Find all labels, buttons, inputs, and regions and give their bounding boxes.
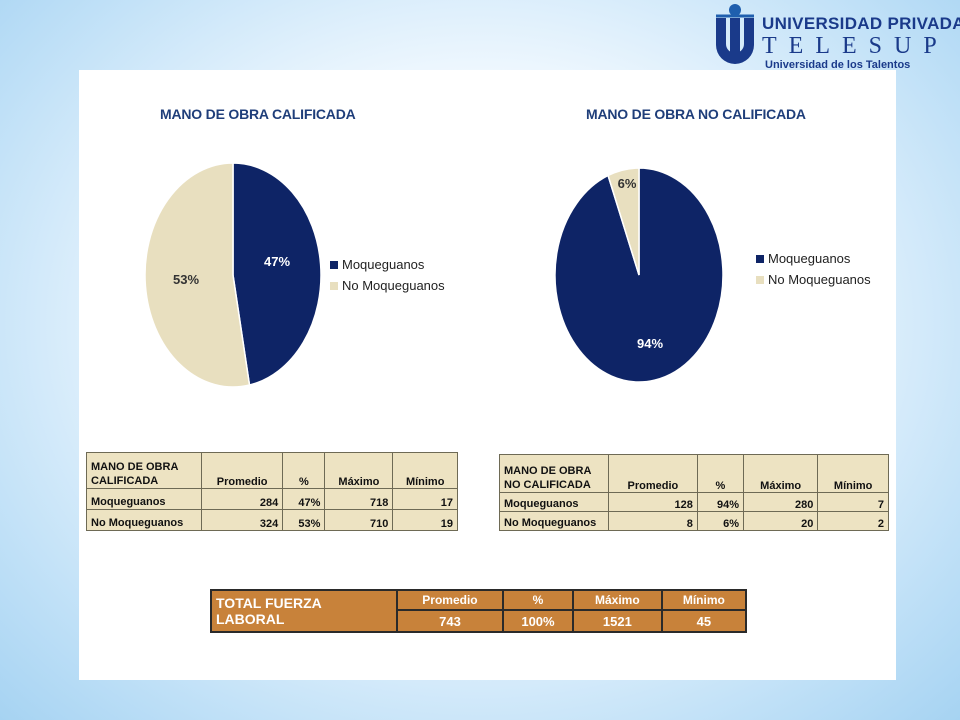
total-value: 45 [660, 609, 748, 633]
table-row: Moqueguanos 128 94% 280 7 [499, 492, 889, 512]
legend-swatch [330, 260, 338, 269]
legend-label: Moqueguanos [342, 257, 425, 272]
table-cell: 8 [608, 511, 698, 531]
total-value: 100% [501, 609, 575, 633]
row-label: Moqueguanos [86, 488, 202, 510]
pie-data-label: 6% [618, 176, 637, 191]
table-cell: 7 [817, 492, 889, 512]
legend-swatch [756, 254, 764, 263]
legend-item: Moqueguanos [330, 254, 445, 275]
table-cell: 280 [742, 492, 819, 512]
table-cell: 128 [608, 492, 698, 512]
logo-line-1: UNIVERSIDAD PRIVADA [762, 14, 960, 33]
table-header: Mínimo [817, 454, 889, 493]
table-header: Máximo [742, 454, 819, 493]
total-value: 743 [396, 609, 504, 633]
table-title-cell: MANO DE OBRA NO CALIFICADA [499, 454, 609, 493]
pie-slice-no-moqueguanos [144, 162, 251, 388]
table-header: Promedio [608, 454, 698, 493]
pie-data-label: 47% [264, 254, 290, 269]
table-header: Máximo [324, 452, 394, 489]
total-header: % [501, 589, 575, 611]
table-title-cell: MANO DE OBRA CALIFICADA [86, 452, 202, 489]
total-header: Mínimo [660, 589, 748, 611]
table-row: No Moqueguanos 8 6% 20 2 [499, 511, 889, 531]
chart-1-legend: Moqueguanos No Moqueguanos [330, 254, 445, 296]
table-header: Mínimo [392, 452, 458, 489]
legend-item: Moqueguanos [756, 248, 871, 269]
table-header: Promedio [200, 452, 284, 489]
total-label: TOTAL FUERZA LABORAL [210, 589, 398, 633]
slide-content: MANO DE OBRA CALIFICADA 47% 53% Moqueguan… [79, 70, 896, 680]
table-cell: 17 [392, 488, 458, 510]
chart-2-legend: Moqueguanos No Moqueguanos [756, 248, 871, 290]
table-cell: 94% [696, 492, 745, 512]
table-cell: 53% [282, 509, 326, 531]
table-row: Moqueguanos 284 47% 718 17 [86, 488, 458, 510]
legend-swatch [330, 281, 338, 290]
total-value: 1521 [572, 609, 663, 633]
chart-2-title: MANO DE OBRA NO CALIFICADA [586, 106, 806, 122]
total-header: Promedio [396, 589, 504, 611]
table-total-fuerza-laboral: TOTAL FUERZA LABORAL Promedio % Máximo M… [210, 589, 748, 633]
row-label: No Moqueguanos [499, 511, 609, 531]
university-logo: UNIVERSIDAD PRIVADA TELESUP Universidad … [712, 2, 960, 71]
table-row: No Moqueguanos 324 53% 710 19 [86, 509, 458, 531]
table-cell: 2 [817, 511, 889, 531]
chart-1-title: MANO DE OBRA CALIFICADA [160, 106, 356, 122]
logo-line-2: TELESUP [762, 33, 949, 59]
table-cell: 6% [696, 511, 745, 531]
total-header: Máximo [572, 589, 663, 611]
row-label: No Moqueguanos [86, 509, 202, 531]
pie-data-label: 53% [173, 272, 199, 287]
table-no-calificada: MANO DE OBRA NO CALIFICADA Promedio % Má… [499, 454, 889, 531]
legend-label: No Moqueguanos [342, 278, 445, 293]
table-cell: 19 [392, 509, 458, 531]
pie-slice-no-moqueguanos [607, 167, 640, 276]
table-header: % [696, 454, 745, 493]
pie-chart-no-calificada: 94% 6% [554, 167, 724, 383]
table-cell: 20 [742, 511, 819, 531]
logo-line-3: Universidad de los Talentos [765, 59, 911, 71]
table-calificada: MANO DE OBRA CALIFICADA Promedio % Máxim… [86, 452, 458, 531]
legend-swatch [756, 275, 764, 284]
table-cell: 710 [324, 509, 394, 531]
pie-data-label: 94% [637, 336, 663, 351]
table-cell: 718 [324, 488, 394, 510]
table-cell: 324 [200, 509, 284, 531]
table-cell: 284 [200, 488, 284, 510]
pie-slice-moqueguanos [232, 162, 322, 386]
legend-label: No Moqueguanos [768, 272, 871, 287]
table-cell: 47% [282, 488, 326, 510]
row-label: Moqueguanos [499, 492, 609, 512]
legend-item: No Moqueguanos [330, 275, 445, 296]
telesup-emblem-icon [716, 4, 754, 64]
legend-item: No Moqueguanos [756, 269, 871, 290]
pie-chart-calificada: 47% 53% [144, 162, 322, 388]
table-header: % [282, 452, 326, 489]
legend-label: Moqueguanos [768, 251, 851, 266]
